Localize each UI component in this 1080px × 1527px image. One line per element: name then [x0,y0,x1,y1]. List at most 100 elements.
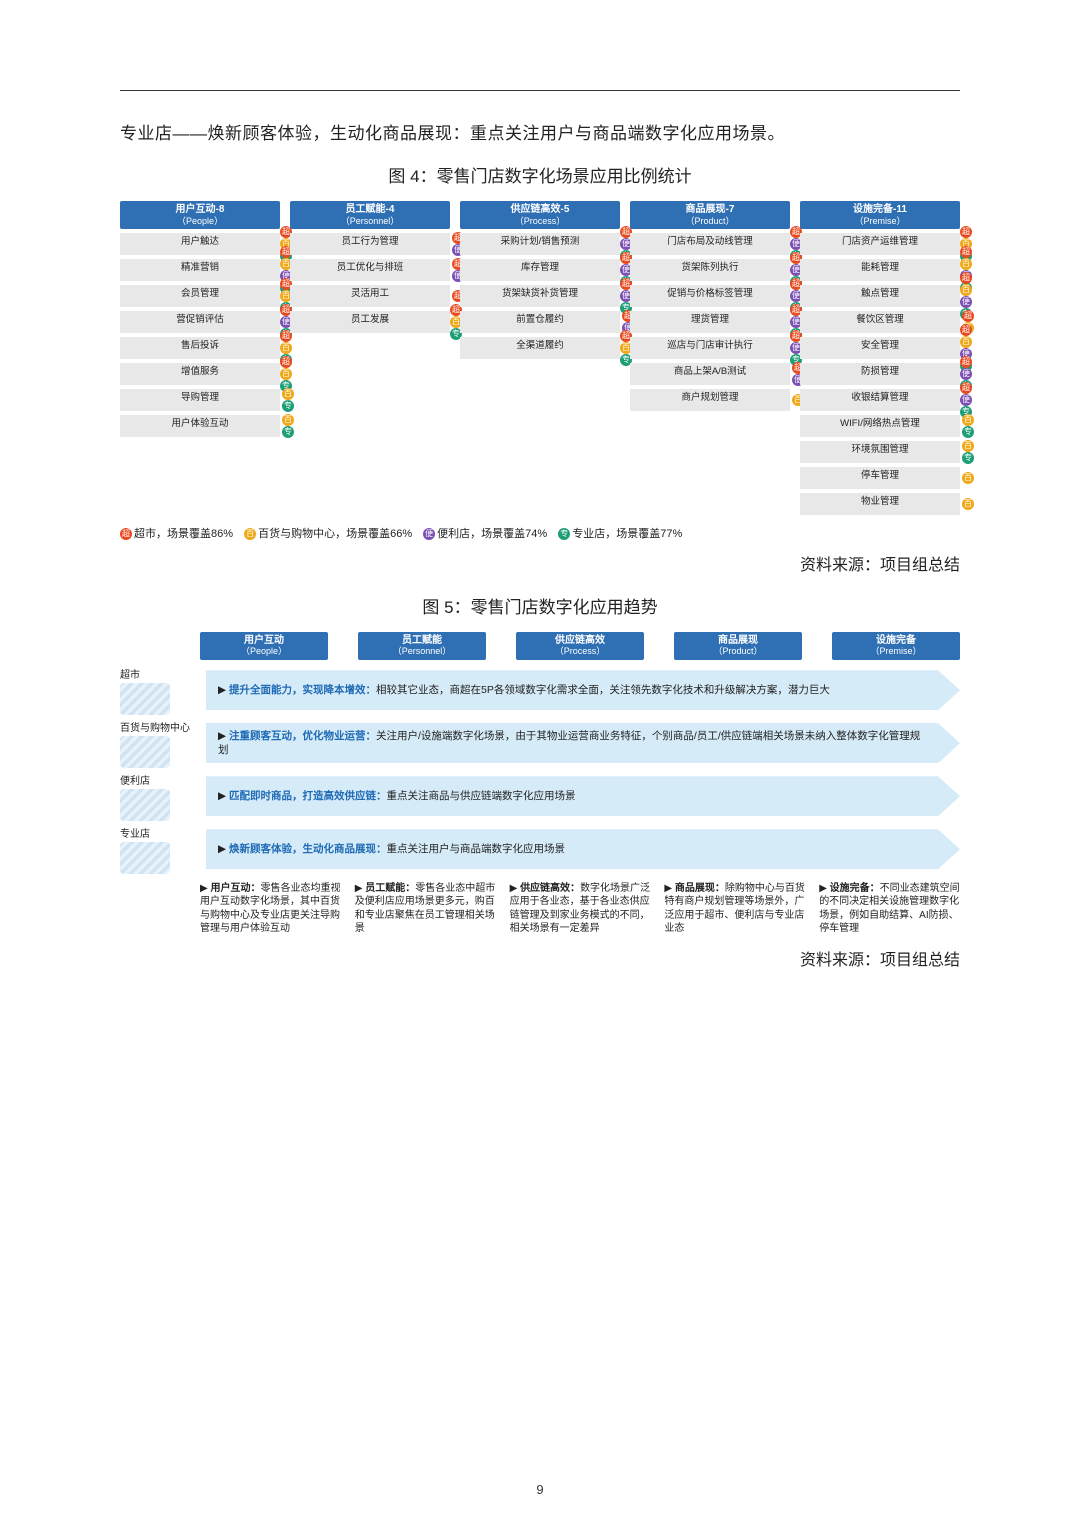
row-label: 超市 [120,666,206,715]
column-header: 设施完备-11（Premise） [800,201,960,229]
fig5-row: 便利店▶ 匹配即时商品，打造高效供应链：重点关注商品与供应链端数字化应用场景 [120,772,960,821]
scenario-cell: 餐饮区管理超百 [800,311,960,333]
row-thumbnail-icon [120,842,170,874]
fig5-header: 供应链高效（Process） [516,632,644,660]
scenario-cell: 售后投诉超百专 [120,337,280,359]
scenario-cell: 收银结算管理超便专 [800,389,960,411]
scenario-cell: 防损管理超便专 [800,363,960,385]
badge-dept-icon: 百 [960,336,972,348]
badge-super-icon: 超 [960,226,972,238]
column-header: 员工赋能-4（Personnel） [290,201,450,229]
scenario-cell: 能耗管理超百便专 [800,259,960,281]
figure-4-legend: 超超市，场景覆盖86% 百百货与购物中心，场景覆盖66% 便便利店，场景覆盖74… [120,525,960,541]
badge-conv-icon: 便 [960,296,972,308]
scenario-cell: 库存管理超便专 [460,259,620,281]
cell-badges: 百专 [282,414,294,438]
scenario-cell: 员工优化与排班超便 [290,259,450,281]
figure-5-bottom-columns: ▶ 用户互动：零售各业态均重视用户互动数字化场景，其中百货与购物中心及专业店更关… [200,882,960,936]
cell-badges: 百专 [962,414,974,438]
fig5-summary-col: ▶ 设施完备：不同业态建筑空间的不同决定相关设施管理数字化场景，例如自助结算、A… [819,882,960,936]
scenario-cell: 会员管理超百专 [120,285,280,307]
row-label: 专业店 [120,825,206,874]
figure-5-chart: 用户互动（People）员工赋能（Personnel）供应链高效（Process… [120,632,960,936]
fig5-row: 超市▶ 提升全面能力，实现降本增效：相较其它业态，商超在5P各领域数字化需求全面… [120,666,960,715]
badge-super-icon: 超 [960,272,972,284]
scenario-cell: 环境氛围管理百专 [800,441,960,463]
badge-super-icon: 超 [120,528,132,540]
trend-arrow: ▶ 提升全面能力，实现降本增效：相较其它业态，商超在5P各领域数字化需求全面，关… [206,670,960,710]
fig5-summary-col: ▶ 用户互动：零售各业态均重视用户互动数字化场景，其中百货与购物中心及专业店更关… [200,882,341,936]
scenario-cell: 促销与价格标签管理超便专 [630,285,790,307]
column-header: 供应链高效-5（Process） [460,201,620,229]
scenario-cell: 灵活用工超 [290,285,450,307]
scenario-cell: 采购计划/销售预测超便专 [460,233,620,255]
cell-badges: 百专 [282,388,294,412]
legend-item: 百货与购物中心，场景覆盖66% [258,528,415,540]
badge-dept-icon: 百 [960,258,972,270]
legend-item: 专业店，场景覆盖77% [572,528,682,540]
fig5-header: 商品展现（Product） [674,632,802,660]
top-rule [120,90,960,91]
intro-text: 专业店——焕新顾客体验，生动化商品展现：重点关注用户与商品端数字化应用场景。 [120,119,960,144]
fig5-summary-col: ▶ 员工赋能：零售各业态中超市及便利店应用场景更多元，购百和专业店聚焦在员工管理… [355,882,496,936]
badge-dept-icon: 百 [282,388,294,400]
badge-super-icon: 超 [960,356,972,368]
fig5-header: 设施完备（Premise） [832,632,960,660]
fig4-column: 设施完备-11（Premise）门店资产运维管理超百专能耗管理超百便专触点管理超… [800,201,960,515]
fig5-header: 用户互动（People） [200,632,328,660]
fig5-row: 百货与购物中心▶ 注重顾客互动，优化物业运营：关注用户/设施端数字化场景，由于其… [120,719,960,768]
scenario-cell: 增值服务超百专 [120,363,280,385]
fig4-column: 商品展现-7（Product）门店布局及动线管理超便专货架陈列执行超便专促销与价… [630,201,790,515]
badge-super-icon: 超 [962,310,974,322]
row-thumbnail-icon [120,789,170,821]
scenario-cell: 门店布局及动线管理超便专 [630,233,790,255]
fig4-column: 供应链高效-5（Process） 采购计划/销售预测超便专库存管理超便专货架缺货补… [460,201,620,515]
badge-spec-icon: 专 [962,452,974,464]
scenario-cell: 用户体验互动百专 [120,415,280,437]
badge-dept-icon: 百 [962,498,974,510]
badge-dept-icon: 百 [962,472,974,484]
page-number: 9 [0,1482,1080,1497]
badge-dept-icon: 百 [960,284,972,296]
badge-conv-icon: 便 [960,368,972,380]
trend-arrow: ▶ 注重顾客互动，优化物业运营：关注用户/设施端数字化场景，由于其物业运营商业务… [206,723,960,763]
fig5-summary-col: ▶ 商品展现：除购物中心与百货特有商户规划管理等场景外，广泛应用于超市、便利店与… [664,882,805,936]
scenario-cell: 货架缺货补货管理超便专 [460,285,620,307]
scenario-cell: 全渠道履约超百专 [460,337,620,359]
fig4-column: 用户互动-8（People）用户触达超百专精准营销超百便专会员管理超百专营促销评… [120,201,280,515]
badge-dept-icon: 百 [962,414,974,426]
scenario-cell: 商户规划管理百 [630,389,790,411]
badge-conv-icon: 便 [423,528,435,540]
cell-badges: 百 [962,472,974,484]
badge-conv-icon: 便 [960,394,972,406]
badge-dept-icon: 百 [280,342,292,354]
row-thumbnail-icon [120,736,170,768]
cell-badges: 超百专 [280,356,300,392]
badge-spec-icon: 专 [282,400,294,412]
figure-5-title: 图 5：零售门店数字化应用趋势 [120,593,960,618]
scenario-cell: 员工行为管理超便 [290,233,450,255]
trend-arrow: ▶ 匹配即时商品，打造高效供应链：重点关注商品与供应链端数字化应用场景 [206,776,960,816]
legend-item: 超市，场景覆盖86% [134,528,236,540]
badge-super-icon: 超 [960,382,972,394]
cell-badges: 超便专 [960,382,980,418]
legend-item: 便利店，场景覆盖74% [437,528,550,540]
fig4-column: 员工赋能-4（Personnel）员工行为管理超便员工优化与排班超便灵活用工超员… [290,201,450,515]
badge-dept-icon: 百 [962,440,974,452]
scenario-cell: 理货管理超便专 [630,311,790,333]
scenario-cell: 巡店与门店审计执行超便专 [630,337,790,359]
fig5-row: 专业店▶ 焕新顾客体验，生动化商品展现：重点关注用户与商品端数字化应用场景 [120,825,960,874]
row-label: 便利店 [120,772,206,821]
badge-spec-icon: 专 [558,528,570,540]
scenario-cell: 营促销评估超便专 [120,311,280,333]
badge-spec-icon: 专 [282,426,294,438]
badge-dept-icon: 百 [282,414,294,426]
badge-super-icon: 超 [960,246,972,258]
row-label: 百货与购物中心 [120,719,206,768]
scenario-cell: 门店资产运维管理超百专 [800,233,960,255]
document-page: 专业店——焕新顾客体验，生动化商品展现：重点关注用户与商品端数字化应用场景。 图… [0,0,1080,1527]
badge-dept-icon: 百 [244,528,256,540]
figure-5-source: 资料来源：项目组总结 [120,946,960,970]
scenario-cell: 安全管理超百便专 [800,337,960,359]
scenario-cell: WIFI/网络热点管理百专 [800,415,960,437]
